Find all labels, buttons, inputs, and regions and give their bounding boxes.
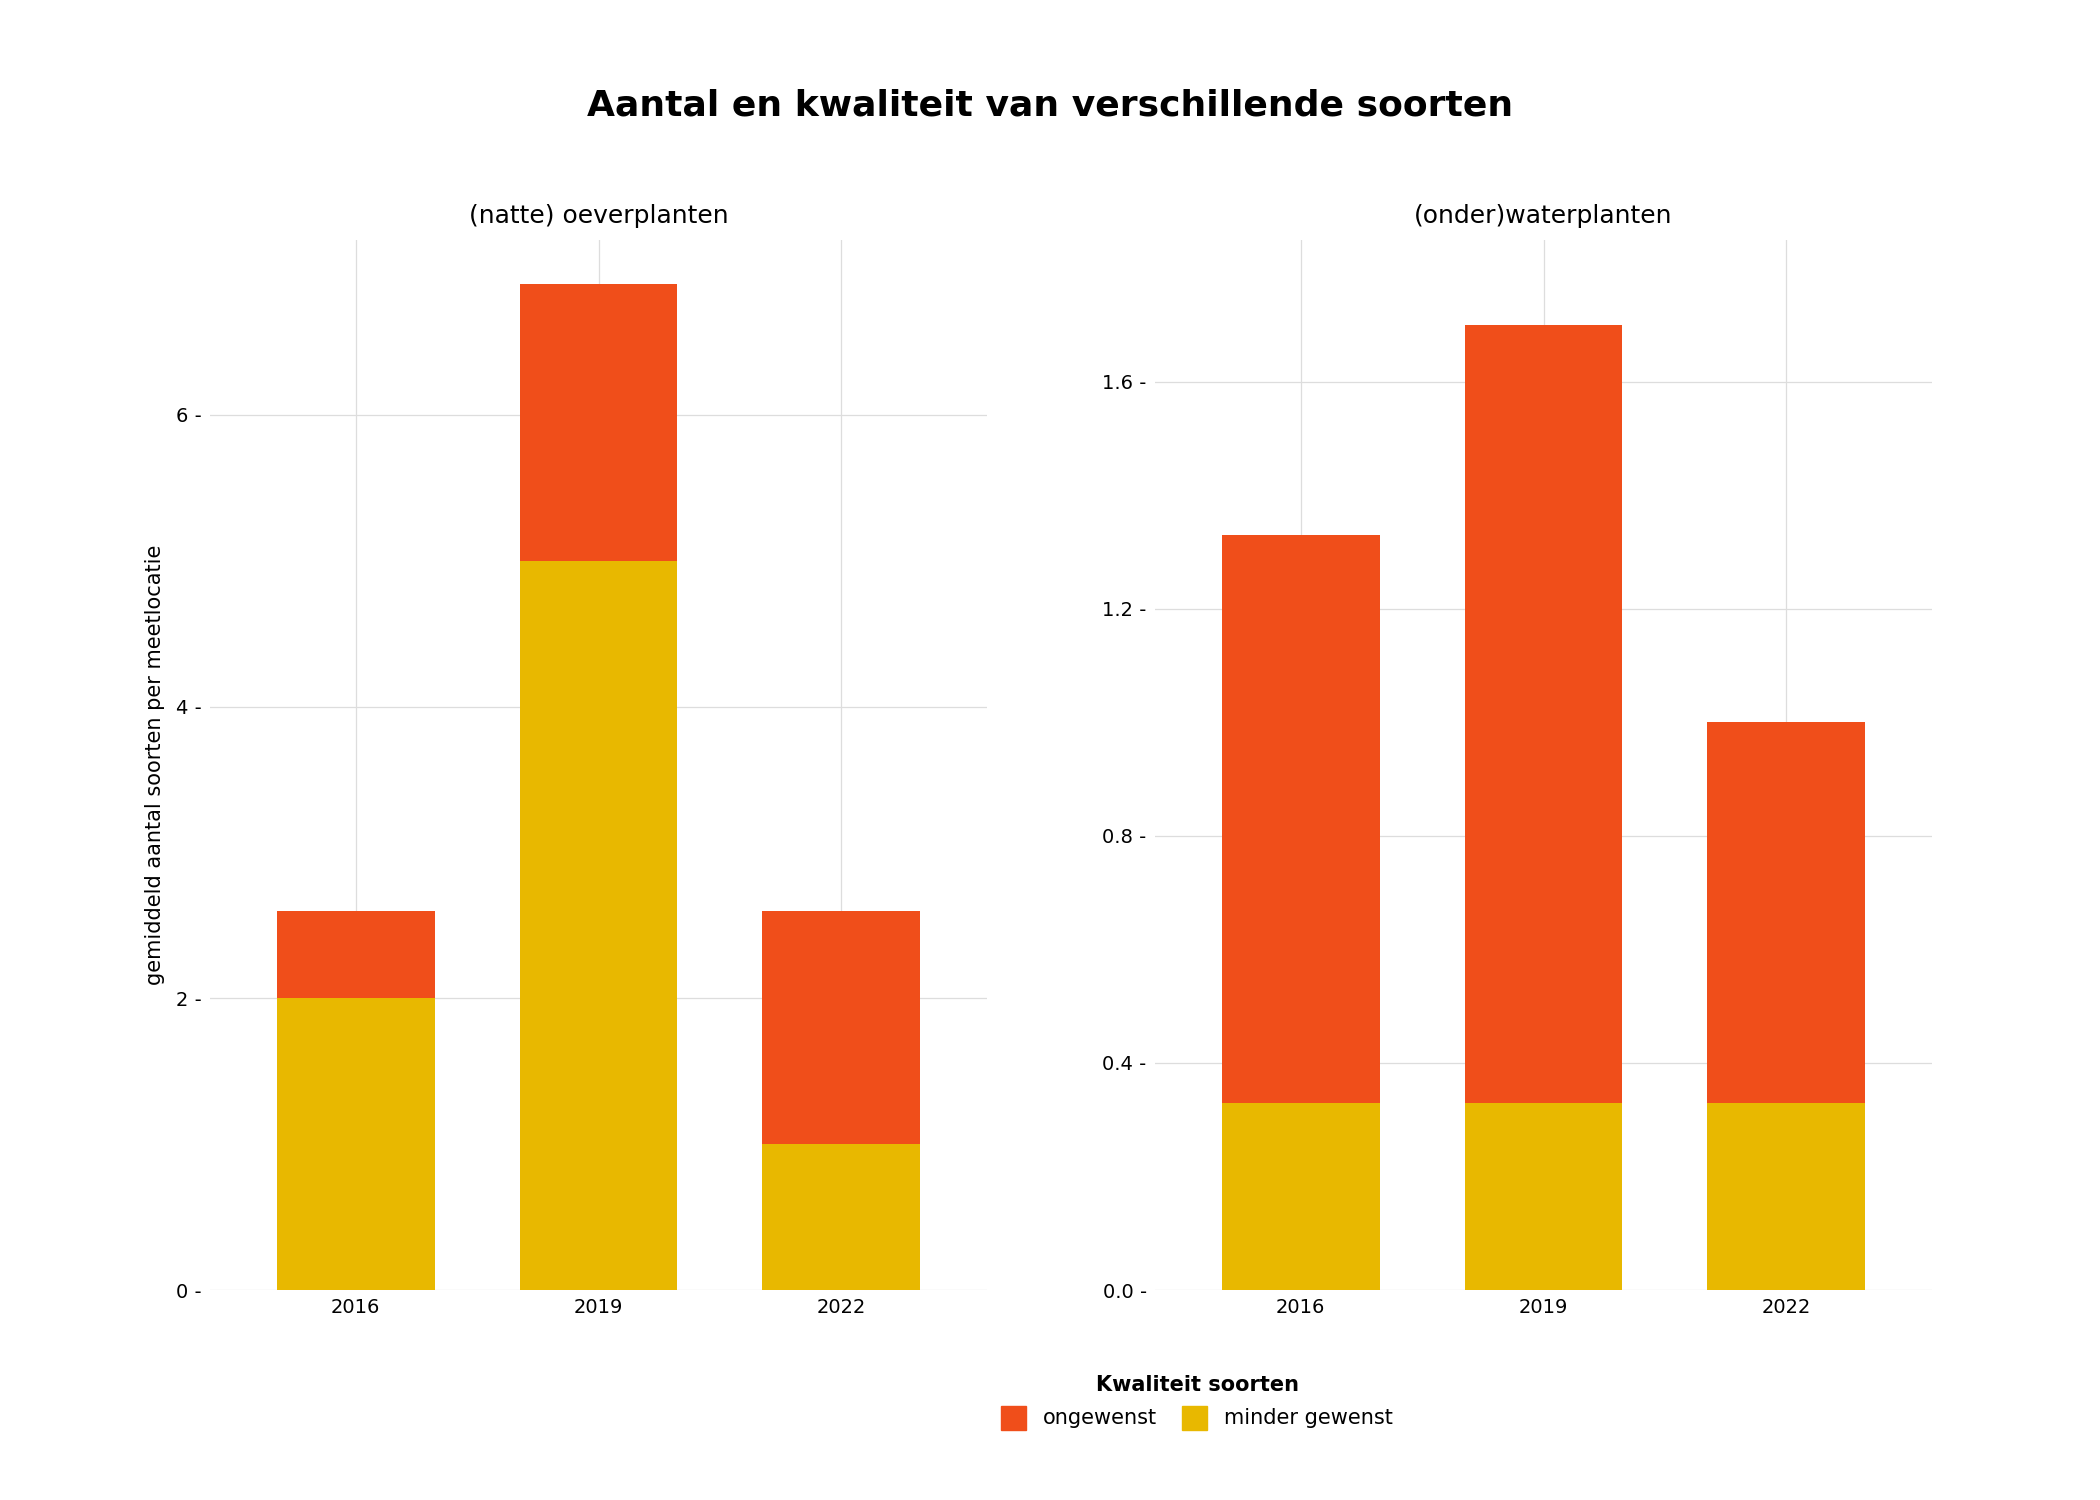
Bar: [1464, 326, 1623, 1102]
Bar: [1707, 723, 1865, 1102]
Bar: [519, 561, 678, 1290]
Bar: [1464, 1102, 1623, 1290]
Legend: ongewenst, minder gewenst: ongewenst, minder gewenst: [1002, 1376, 1392, 1429]
Title: (natte) oeverplanten: (natte) oeverplanten: [468, 204, 729, 228]
Bar: [277, 999, 435, 1290]
Bar: [1222, 1102, 1380, 1290]
Bar: [1707, 1102, 1865, 1290]
Bar: [277, 910, 435, 999]
Text: Aantal en kwaliteit van verschillende soorten: Aantal en kwaliteit van verschillende so…: [586, 88, 1514, 122]
Title: (onder)waterplanten: (onder)waterplanten: [1413, 204, 1674, 228]
Y-axis label: gemiddeld aantal soorten per meetlocatie: gemiddeld aantal soorten per meetlocatie: [145, 544, 164, 986]
Bar: [762, 910, 920, 1144]
Bar: [519, 284, 678, 561]
Bar: [1222, 536, 1380, 1102]
Bar: [762, 1144, 920, 1290]
